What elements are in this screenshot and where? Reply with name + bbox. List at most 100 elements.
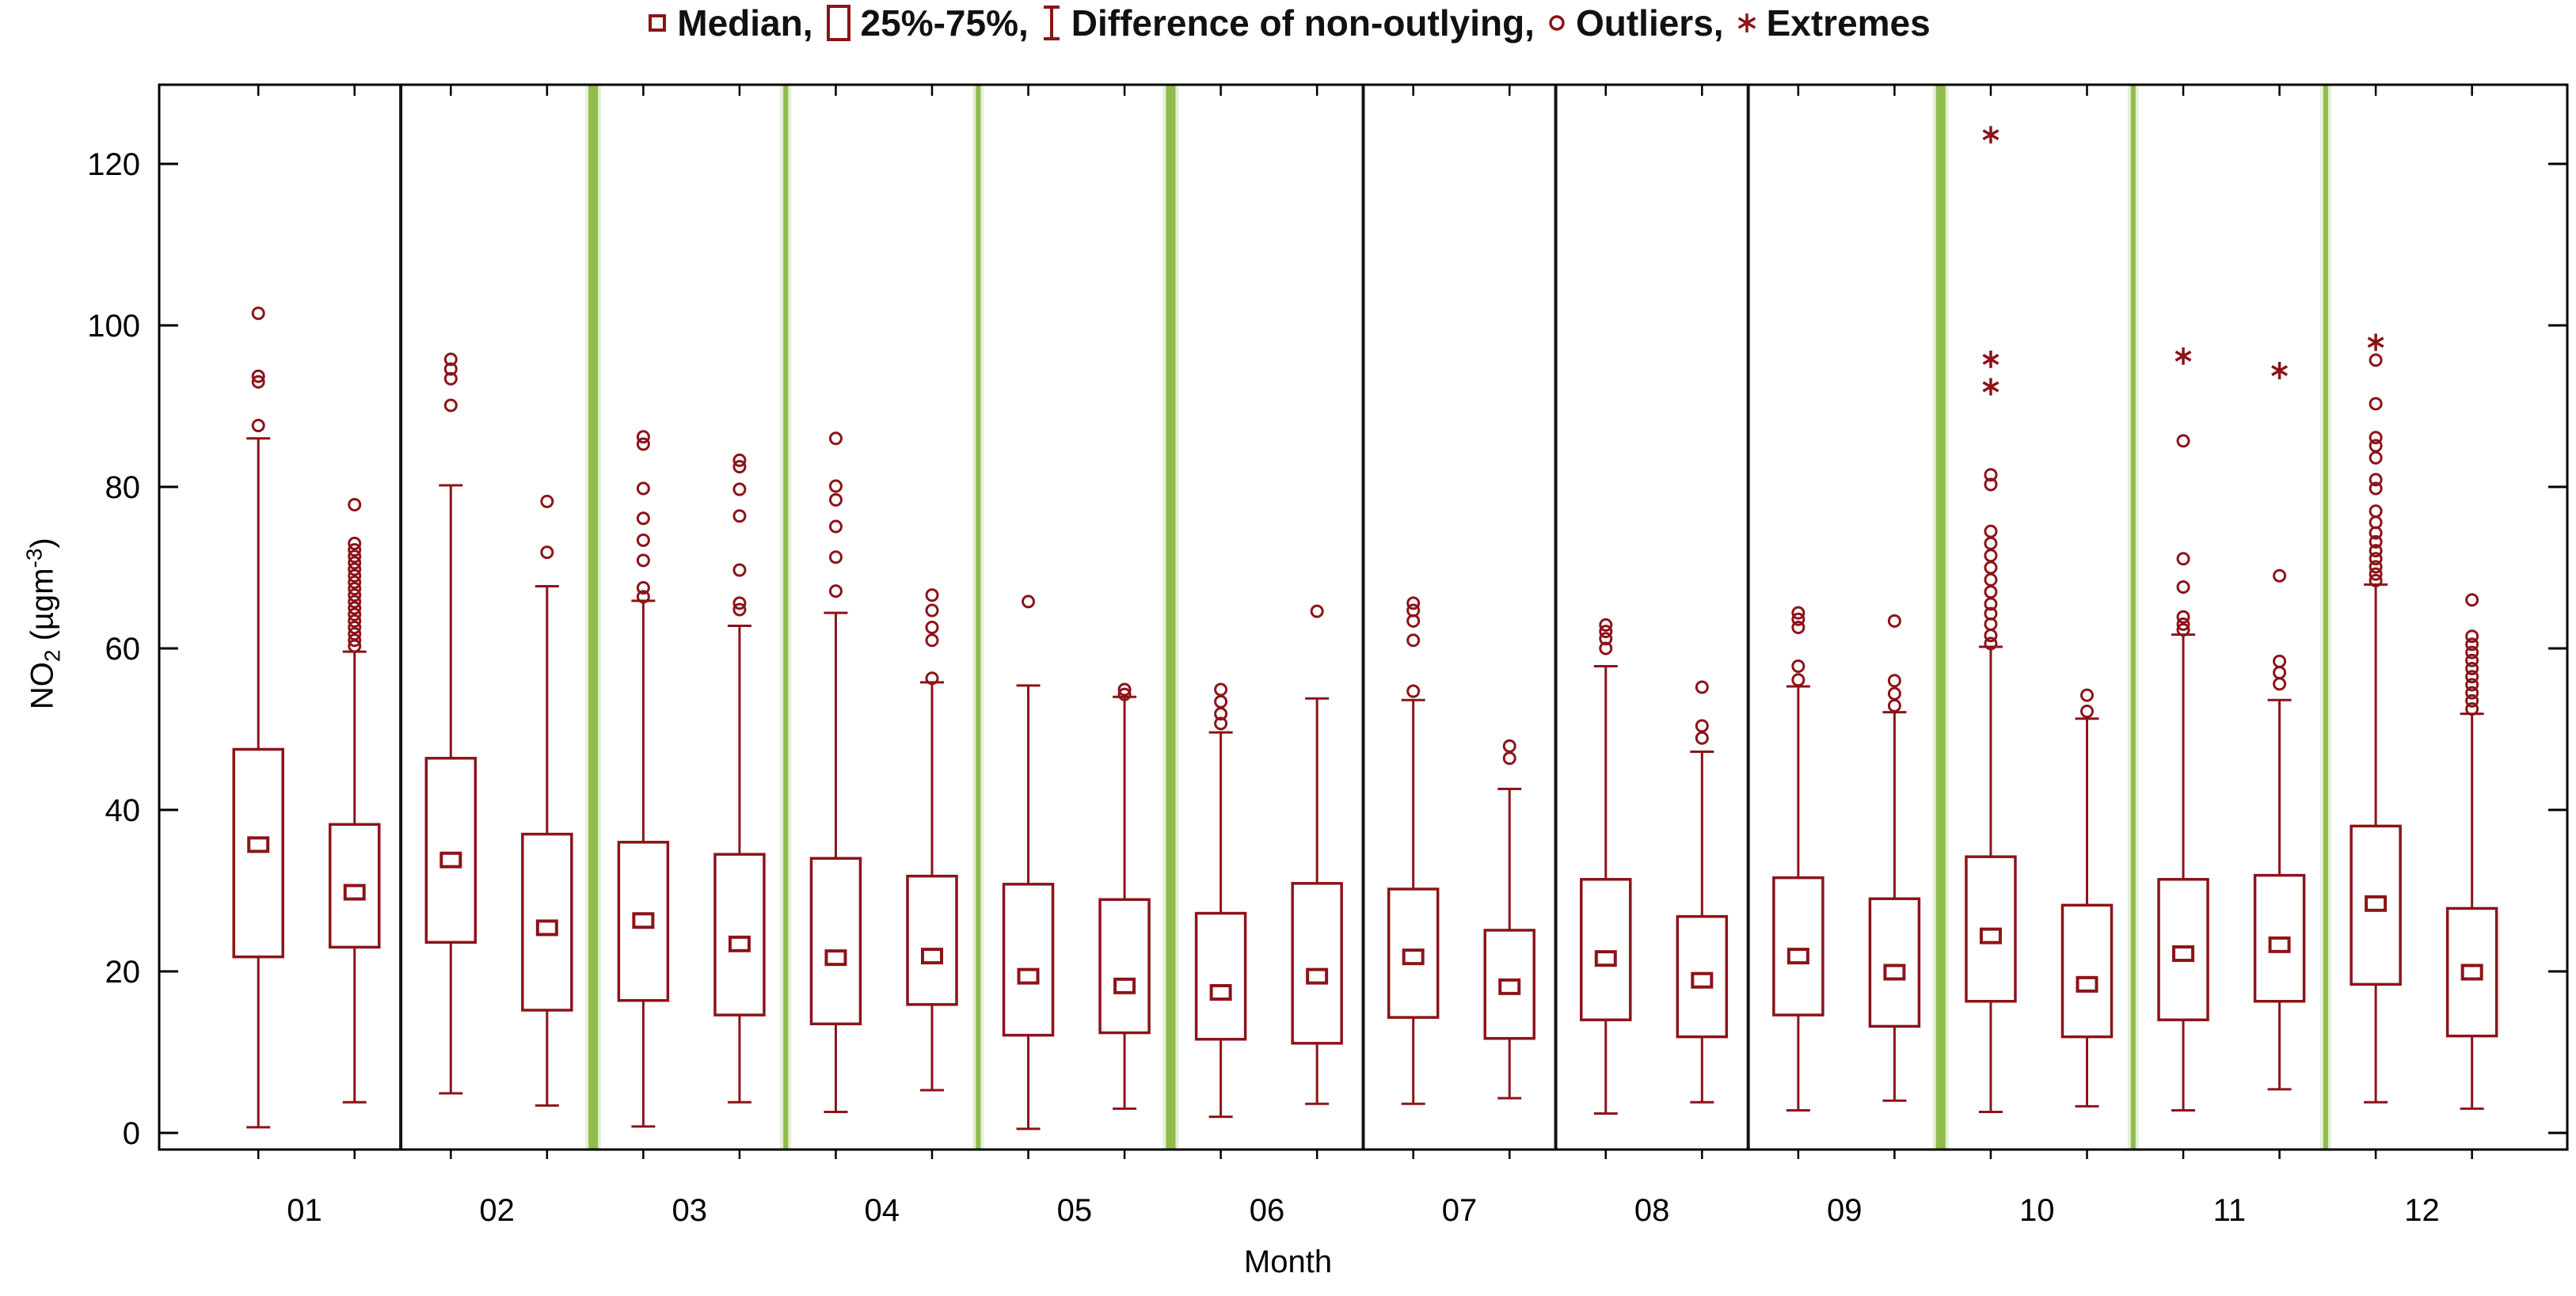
box-09-B	[1868, 614, 1921, 1102]
box-11-A	[2157, 347, 2209, 1112]
outlier-point	[2369, 431, 2383, 445]
outlier-point	[443, 398, 458, 412]
month-label: 10	[2019, 1193, 2055, 1228]
iqr-box	[2350, 824, 2402, 986]
outlier-point	[2079, 705, 2094, 719]
outlier-point	[2176, 623, 2190, 637]
outlier-point	[1984, 585, 1998, 599]
outlier-point	[1214, 682, 1228, 697]
month-label: 11	[2213, 1193, 2247, 1228]
iqr-box	[2445, 906, 2498, 1038]
outlier-point	[540, 545, 554, 560]
outlier-point	[1502, 739, 1516, 753]
median-marker	[343, 884, 366, 901]
outlier-point	[2273, 568, 2287, 583]
outlier-point	[2176, 610, 2190, 624]
outlier-point	[348, 633, 362, 648]
outlier-point	[1984, 637, 1998, 651]
outlier-point	[636, 590, 650, 604]
iqr-box	[424, 756, 478, 944]
outlier-point	[1984, 597, 1998, 611]
outlier-point	[1791, 612, 1805, 626]
outlier-point	[1887, 698, 1901, 713]
outlier-point	[636, 581, 650, 595]
outlier-point	[1599, 641, 1613, 656]
outlier-point	[2369, 567, 2383, 581]
outlier-point	[1791, 659, 1805, 673]
median-marker	[2460, 963, 2483, 981]
outlier-point	[2369, 560, 2383, 574]
x-axis-title: Month	[1243, 1245, 1333, 1279]
box-04-B	[906, 588, 958, 1092]
outlier-point	[1502, 751, 1516, 766]
outlier-point	[1406, 596, 1421, 610]
iqr-box	[1387, 887, 1440, 1019]
legend-item-outliers: Outliers,	[1546, 2, 1724, 44]
y-axis: 0 20 40 60 80 100 120	[87, 147, 2567, 1151]
outlier-point	[348, 497, 362, 511]
median-marker	[1594, 950, 1617, 967]
outlier-point	[2079, 688, 2094, 702]
median-square-icon	[645, 11, 669, 35]
iqr-box	[1002, 883, 1055, 1037]
box-08-A	[1580, 618, 1632, 1115]
outlier-point	[2465, 593, 2479, 607]
outlier-point	[2176, 617, 2190, 631]
y-tick-label: 60	[105, 632, 141, 667]
median-marker	[247, 836, 270, 853]
outlier-point	[348, 543, 362, 557]
outlier-point	[1984, 561, 1998, 575]
outlier-point	[1887, 686, 1901, 701]
median-marker	[2268, 936, 2291, 953]
x-axis: 01 02 03 04 05 06 07 08 09 10 11 12	[287, 1193, 2439, 1228]
outlier-point	[2369, 544, 2383, 558]
outlier-point	[251, 369, 265, 383]
outlier-point	[348, 607, 362, 621]
outlier-point	[2176, 434, 2190, 448]
outlier-point	[2273, 666, 2287, 680]
box-11-B	[2253, 362, 2306, 1091]
outlier-point	[2465, 653, 2479, 667]
median-marker	[439, 851, 462, 868]
outlier-point	[2465, 702, 2479, 716]
outlier-point	[1310, 604, 1324, 618]
outlier-point	[732, 509, 747, 523]
outlier-point	[2369, 534, 2383, 549]
outlier-circle-icon	[1546, 12, 1568, 34]
legend-label-median: Median,	[677, 2, 813, 44]
legend-label-outliers: Outliers,	[1575, 2, 1724, 44]
outlier-point	[348, 568, 362, 583]
box-05-B	[1098, 682, 1151, 1110]
month-label: 05	[1057, 1193, 1093, 1228]
outlier-point	[828, 584, 843, 599]
box-06-A	[1194, 682, 1247, 1119]
outlier-point	[1984, 477, 1998, 492]
outlier-point	[1117, 687, 1132, 701]
outlier-point	[251, 306, 265, 321]
outlier-point	[2273, 677, 2287, 691]
outlier-point	[1695, 731, 1709, 745]
outlier-point	[1984, 549, 1998, 563]
outlier-point	[1984, 468, 1998, 482]
outlier-point	[348, 562, 362, 576]
outlier-point	[828, 519, 843, 534]
separator-green-02	[588, 85, 599, 1150]
median-marker	[1979, 927, 2002, 944]
median-marker	[1209, 984, 1232, 1001]
outlier-point	[732, 482, 747, 496]
outlier-point	[925, 588, 939, 602]
box-05-A	[1002, 595, 1055, 1131]
outlier-point	[2465, 645, 2479, 659]
outlier-point	[1406, 614, 1421, 628]
outlier-point	[2369, 439, 2383, 453]
extreme-point	[1982, 350, 2000, 368]
separator-green-11	[2323, 85, 2328, 1150]
month-label: 09	[1827, 1193, 1863, 1228]
outlier-point	[348, 614, 362, 628]
median-marker	[1883, 963, 1906, 981]
separator-green-10	[2130, 85, 2136, 1150]
box-12-A	[2350, 333, 2402, 1104]
outlier-point	[1887, 614, 1901, 628]
separator-black-01	[399, 85, 403, 1150]
legend-label-whisker: Difference of non-outlying,	[1071, 2, 1535, 44]
